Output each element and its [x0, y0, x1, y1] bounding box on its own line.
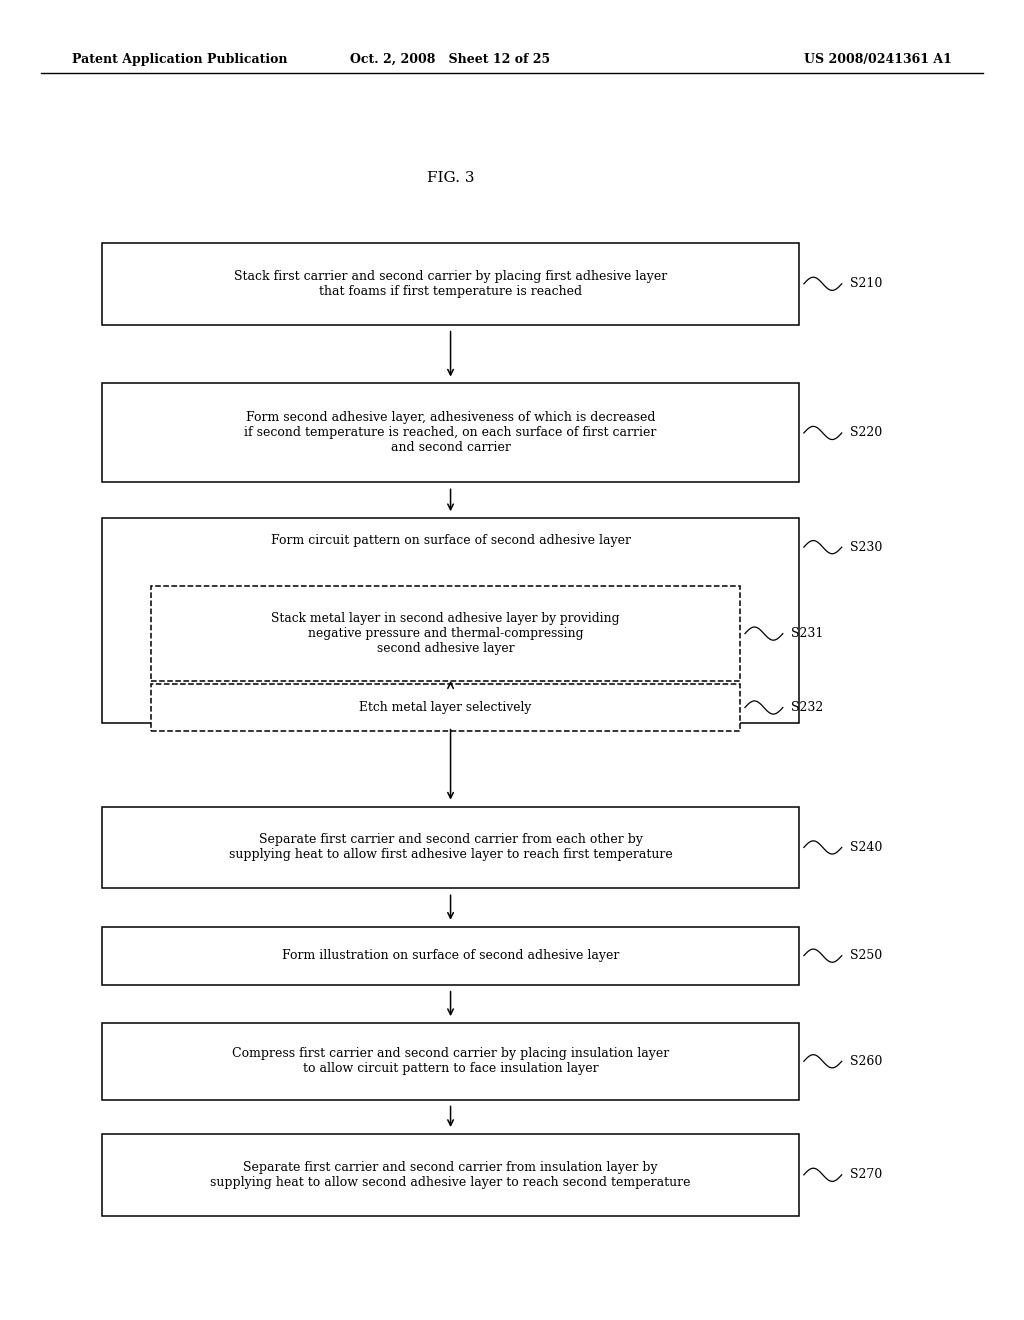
- Text: S210: S210: [850, 277, 883, 290]
- Text: S232: S232: [791, 701, 823, 714]
- Text: S250: S250: [850, 949, 882, 962]
- Text: S220: S220: [850, 426, 882, 440]
- Bar: [152, 586, 739, 681]
- Bar: [102, 517, 799, 722]
- Text: Stack first carrier and second carrier by placing first adhesive layer
that foam: Stack first carrier and second carrier b…: [233, 269, 668, 298]
- Text: Form second adhesive layer, adhesiveness of which is decreased
if second tempera: Form second adhesive layer, adhesiveness…: [245, 412, 656, 454]
- Text: S240: S240: [850, 841, 883, 854]
- Text: US 2008/0241361 A1: US 2008/0241361 A1: [805, 53, 952, 66]
- Text: Patent Application Publication: Patent Application Publication: [72, 53, 287, 66]
- Bar: [102, 1134, 799, 1216]
- Bar: [102, 807, 799, 888]
- Text: Etch metal layer selectively: Etch metal layer selectively: [359, 701, 531, 714]
- Text: Form circuit pattern on surface of second adhesive layer: Form circuit pattern on surface of secon…: [270, 533, 631, 546]
- Bar: [102, 1023, 799, 1100]
- Text: FIG. 3: FIG. 3: [427, 172, 474, 185]
- Text: Separate first carrier and second carrier from insulation layer by
supplying hea: Separate first carrier and second carrie…: [210, 1160, 691, 1189]
- Text: S260: S260: [850, 1055, 883, 1068]
- Text: S270: S270: [850, 1168, 882, 1181]
- Text: Stack metal layer in second adhesive layer by providing
negative pressure and th: Stack metal layer in second adhesive lay…: [271, 612, 620, 655]
- Text: S230: S230: [850, 541, 883, 553]
- Bar: [102, 243, 799, 325]
- Text: Form illustration on surface of second adhesive layer: Form illustration on surface of second a…: [282, 949, 620, 962]
- Bar: [102, 383, 799, 482]
- Text: Separate first carrier and second carrier from each other by
supplying heat to a: Separate first carrier and second carrie…: [228, 833, 673, 862]
- Text: Oct. 2, 2008   Sheet 12 of 25: Oct. 2, 2008 Sheet 12 of 25: [350, 53, 551, 66]
- Bar: [102, 927, 799, 985]
- Text: Compress first carrier and second carrier by placing insulation layer
to allow c: Compress first carrier and second carrie…: [231, 1047, 670, 1076]
- Text: S231: S231: [791, 627, 823, 640]
- Bar: [152, 684, 739, 731]
